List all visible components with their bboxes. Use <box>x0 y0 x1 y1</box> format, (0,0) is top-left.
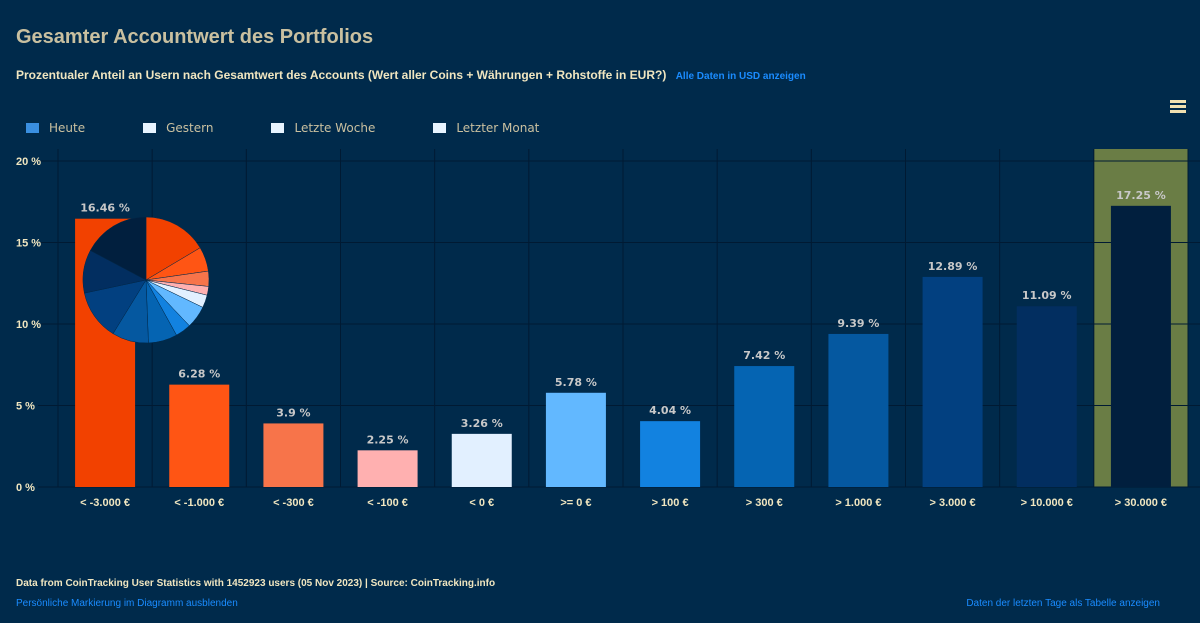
legend-swatch <box>271 123 285 133</box>
hide-marker-link[interactable]: Persönliche Markierung im Diagramm ausbl… <box>16 598 238 609</box>
x-tick-label: > 30.000 € <box>1115 497 1167 509</box>
legend-swatch <box>26 123 39 133</box>
data-label: 6.28 % <box>178 368 220 381</box>
legend-label: Gestern <box>166 121 214 135</box>
data-label: 3.9 % <box>276 406 310 419</box>
pie-slice <box>89 216 147 281</box>
x-tick-label: > 300 € <box>746 497 783 509</box>
source-note: Data from CoinTracking User Statistics w… <box>16 578 496 589</box>
legend-item-gestern[interactable]: Gestern <box>143 121 213 135</box>
bar <box>169 384 230 487</box>
legend-swatch <box>143 123 157 133</box>
data-label: 11.09 % <box>1022 289 1072 302</box>
legend: Heute Gestern Letzte Woche Letzter Monat <box>26 121 597 135</box>
data-label: 5.78 % <box>555 376 597 389</box>
x-tick-label: >= 0 € <box>560 497 591 509</box>
data-label: 17.25 % <box>1116 189 1166 202</box>
legend-item-heute[interactable]: Heute <box>26 121 85 135</box>
data-label: 2.25 % <box>367 433 409 446</box>
table-view-link[interactable]: Daten der letzten Tage als Tabelle anzei… <box>966 598 1160 609</box>
x-tick-label: > 10.000 € <box>1021 497 1073 509</box>
data-label: 16.46 % <box>80 202 130 215</box>
subtitle-text: Prozentualer Anteil an Usern nach Gesamt… <box>16 68 667 82</box>
x-tick-label: > 3.000 € <box>929 497 975 509</box>
bar <box>640 421 701 487</box>
usd-data-link[interactable]: Alle Daten in USD anzeigen <box>675 71 806 82</box>
bar <box>263 423 324 487</box>
bar <box>922 276 983 487</box>
data-label: 7.42 % <box>743 349 785 362</box>
y-tick-label: 15 % <box>16 238 41 250</box>
legend-label: Letzter Monat <box>456 121 540 135</box>
legend-label: Heute <box>49 121 86 135</box>
data-label: 3.26 % <box>461 417 503 430</box>
legend-swatch <box>433 123 447 133</box>
data-label: 12.89 % <box>928 260 978 273</box>
bar <box>1110 205 1171 487</box>
x-tick-label: < -3.000 € <box>80 497 130 509</box>
bar <box>828 333 889 487</box>
legend-label: Letzte Woche <box>294 121 376 135</box>
chart-title: Gesamter Accountwert des Portfolios <box>16 26 374 48</box>
bar <box>357 450 418 487</box>
y-tick-label: 20 % <box>16 156 41 168</box>
pie-slice <box>145 216 201 281</box>
x-tick-label: < -1.000 € <box>174 497 224 509</box>
bar <box>1016 306 1077 487</box>
legend-item-letzter-monat[interactable]: Letzter Monat <box>433 121 539 135</box>
data-label: 9.39 % <box>837 317 879 330</box>
x-tick-label: < 0 € <box>469 497 494 509</box>
data-label: 4.04 % <box>649 404 691 417</box>
x-tick-label: > 100 € <box>652 497 689 509</box>
bar <box>451 433 512 487</box>
bar <box>545 392 606 487</box>
hamburger-menu-icon[interactable] <box>1170 100 1186 115</box>
legend-item-letzte-woche[interactable]: Letzte Woche <box>271 121 375 135</box>
chart-subtitle: Prozentualer Anteil an Usern nach Gesamt… <box>16 68 806 82</box>
y-tick-label: 10 % <box>16 319 41 331</box>
x-tick-label: < -300 € <box>273 497 314 509</box>
y-tick-label: 5 % <box>16 401 35 413</box>
bar <box>734 366 795 487</box>
y-tick-label: 0 % <box>16 482 35 494</box>
x-tick-label: < -100 € <box>367 497 408 509</box>
x-tick-label: > 1.000 € <box>835 497 881 509</box>
